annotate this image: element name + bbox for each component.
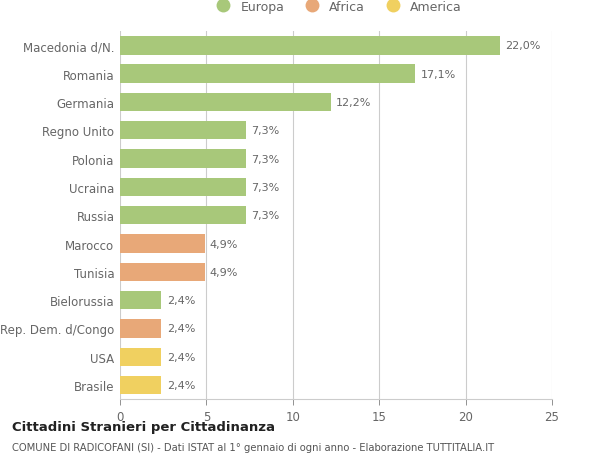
Bar — [120, 291, 161, 310]
Text: 2,4%: 2,4% — [167, 296, 195, 305]
Bar — [120, 94, 331, 112]
Text: 2,4%: 2,4% — [167, 324, 195, 334]
Text: 7,3%: 7,3% — [251, 154, 280, 164]
Text: 17,1%: 17,1% — [421, 69, 456, 79]
Bar — [120, 319, 161, 338]
Bar — [120, 263, 205, 281]
Text: 7,3%: 7,3% — [251, 211, 280, 221]
Text: 7,3%: 7,3% — [251, 183, 280, 192]
Bar — [120, 150, 246, 168]
Text: 22,0%: 22,0% — [505, 41, 541, 51]
Text: 7,3%: 7,3% — [251, 126, 280, 136]
Bar — [120, 207, 246, 225]
Bar — [120, 376, 161, 394]
Text: COMUNE DI RADICOFANI (SI) - Dati ISTAT al 1° gennaio di ogni anno - Elaborazione: COMUNE DI RADICOFANI (SI) - Dati ISTAT a… — [12, 442, 494, 452]
Bar — [120, 65, 415, 84]
Text: 12,2%: 12,2% — [336, 98, 371, 108]
Text: Cittadini Stranieri per Cittadinanza: Cittadini Stranieri per Cittadinanza — [12, 420, 275, 433]
Bar — [120, 178, 246, 196]
Text: 4,9%: 4,9% — [210, 267, 238, 277]
Text: 4,9%: 4,9% — [210, 239, 238, 249]
Bar — [120, 37, 500, 56]
Text: 2,4%: 2,4% — [167, 352, 195, 362]
Bar — [120, 122, 246, 140]
Text: 2,4%: 2,4% — [167, 380, 195, 390]
Bar — [120, 348, 161, 366]
Legend: Europa, Africa, America: Europa, Africa, America — [205, 0, 467, 18]
Bar — [120, 235, 205, 253]
